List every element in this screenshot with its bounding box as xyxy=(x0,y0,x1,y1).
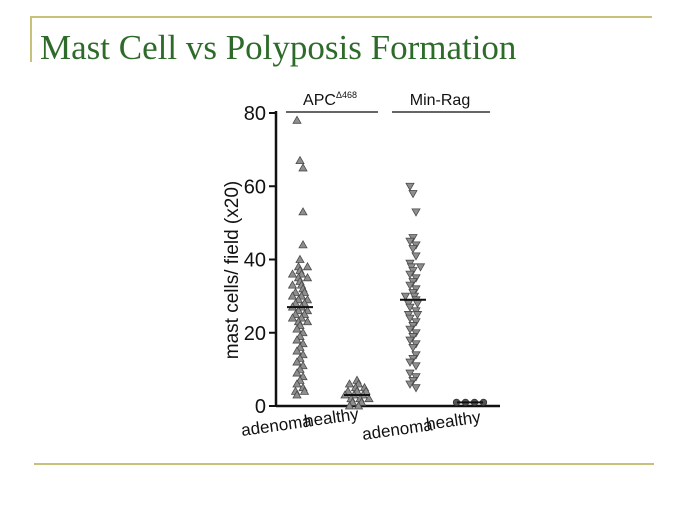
x-tick-label: healthy xyxy=(303,404,360,431)
data-point xyxy=(287,313,298,322)
bottom-rule xyxy=(34,463,654,465)
data-point xyxy=(298,163,308,172)
x-tick-label: adenoma xyxy=(240,411,313,440)
data-point xyxy=(411,362,421,371)
data-point xyxy=(302,273,313,282)
data-point xyxy=(302,316,313,326)
data-points xyxy=(287,115,488,410)
data-point xyxy=(412,300,423,309)
data-point xyxy=(411,384,421,393)
y-tick-label: 0 xyxy=(255,396,266,418)
data-point xyxy=(299,386,310,395)
data-point xyxy=(292,324,302,333)
data-point xyxy=(415,263,426,272)
slide-title: Mast Cell vs Polyposis Formation xyxy=(40,28,517,67)
data-point xyxy=(344,379,355,388)
data-point xyxy=(405,182,415,192)
data-point xyxy=(287,280,298,289)
data-point xyxy=(292,335,302,344)
data-point xyxy=(411,208,421,217)
data-point xyxy=(292,379,302,388)
data-point xyxy=(411,252,421,261)
group-headers: APCΔ468 Min-Rag xyxy=(286,90,490,113)
group-header-label: APCΔ468 xyxy=(303,90,357,109)
data-point xyxy=(408,245,418,254)
data-point xyxy=(292,390,302,399)
data-point xyxy=(287,269,298,278)
x-tick-label: healthy xyxy=(425,407,482,434)
chart-axes: 0 20 40 60 80 xyxy=(244,103,500,418)
data-point xyxy=(295,254,305,263)
y-tick-label: 80 xyxy=(244,103,266,125)
data-point xyxy=(400,292,411,301)
data-point xyxy=(344,401,355,410)
data-point xyxy=(298,240,308,249)
data-point xyxy=(292,357,302,366)
group-header-label: Min-Rag xyxy=(410,92,470,109)
top-rule-tick xyxy=(30,16,32,62)
x-tick-label: adenoma xyxy=(361,415,434,444)
y-tick-label: 40 xyxy=(244,250,266,272)
y-tick-label: 20 xyxy=(244,323,266,345)
data-point xyxy=(353,401,364,410)
data-point xyxy=(412,311,423,320)
data-point xyxy=(292,368,302,377)
top-rule xyxy=(30,16,652,18)
data-point xyxy=(408,190,418,199)
data-point xyxy=(298,207,308,216)
data-point xyxy=(287,291,298,300)
data-point xyxy=(408,343,418,353)
data-point xyxy=(292,346,302,355)
y-tick-label: 60 xyxy=(244,176,266,198)
data-point xyxy=(292,115,302,124)
data-point xyxy=(302,262,313,271)
data-point xyxy=(295,155,305,165)
data-point xyxy=(364,393,374,403)
y-axis-label: mast cells/ field (x20) xyxy=(222,181,243,359)
